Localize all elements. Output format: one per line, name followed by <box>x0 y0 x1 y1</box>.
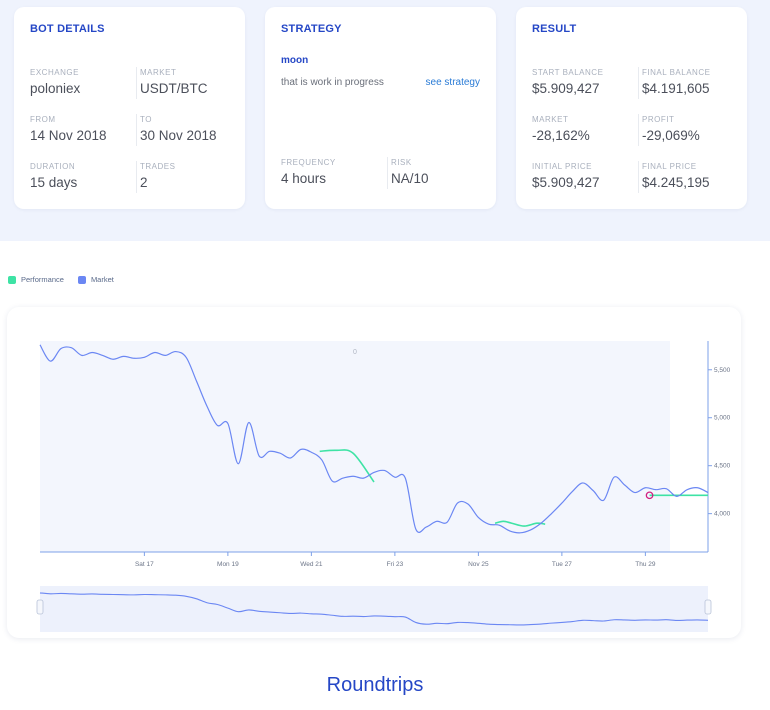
x-tick-label: Nov 25 <box>468 561 489 568</box>
trade-marker <box>645 491 654 500</box>
strategy-title: STRATEGY <box>281 23 342 35</box>
navigator <box>40 586 708 632</box>
final-balance-value: $4.191,605 <box>642 81 710 96</box>
bot-details-card: BOT DETAILS EXCHANGE poloniex MARKET USD… <box>14 7 245 209</box>
market-line <box>39 344 709 534</box>
performance-line-segment <box>319 449 375 483</box>
frequency-label: FREQUENCY <box>281 158 336 167</box>
to-value: 30 Nov 2018 <box>140 128 217 143</box>
x-tick-label: Wed 21 <box>300 561 323 568</box>
market-label: MARKET <box>140 68 177 77</box>
duration-label: DURATION <box>30 162 76 171</box>
market-change-value: -28,162% <box>532 128 590 143</box>
from-label: FROM <box>30 115 56 124</box>
profit-value: -29,069% <box>642 128 700 143</box>
final-price-label: FINAL PRICE <box>642 162 697 171</box>
navigator-handle-right <box>704 599 712 615</box>
strategy-card: STRATEGY moon that is work in progress s… <box>265 7 496 209</box>
divider <box>638 67 639 99</box>
price-chart[interactable]: 0 Sat 17 Mon 19 Wed 21 Fri 23 Nov 25 Tue 27 Thu… <box>7 307 741 638</box>
y-tick-label: 4,000 <box>714 511 731 518</box>
legend-label: Market <box>90 275 114 284</box>
divider <box>638 161 639 193</box>
legend-item-performance[interactable]: Performance <box>8 275 64 284</box>
x-tick-label: Mon 19 <box>217 561 239 568</box>
divider <box>387 157 388 189</box>
profit-label: PROFIT <box>642 115 675 124</box>
x-tick-label: Thu 29 <box>635 561 656 568</box>
legend-swatch <box>77 275 86 284</box>
roundtrips-heading: Roundtrips <box>326 674 424 696</box>
bot-details-title: BOT DETAILS <box>30 23 105 35</box>
trades-label: TRADES <box>140 162 176 171</box>
navigator-handle-left <box>36 599 44 615</box>
legend-swatch <box>8 275 16 284</box>
legend-label: Performance <box>21 275 64 284</box>
strategy-name: moon <box>281 55 309 66</box>
to-label: TO <box>140 115 152 124</box>
final-price-value: $4.245,195 <box>642 175 710 190</box>
initial-price-value: $5.909,427 <box>532 175 600 190</box>
y-tick-label: 5,000 <box>714 415 731 422</box>
y-tick-label: 5,500 <box>714 367 731 374</box>
market-value: USDT/BTC <box>140 81 208 96</box>
top-marker: 0 <box>353 349 357 356</box>
from-value: 14 Nov 2018 <box>30 128 107 143</box>
trades-value: 2 <box>140 175 148 190</box>
performance-line-segment <box>494 520 546 527</box>
x-tick-label: Sat 17 <box>135 561 154 568</box>
duration-value: 15 days <box>30 175 78 190</box>
see-strategy-link[interactable]: see strategy <box>425 77 480 88</box>
exchange-label: EXCHANGE <box>30 68 79 77</box>
legend-item-market[interactable]: Market <box>77 275 114 284</box>
exchange-value: poloniex <box>30 81 81 96</box>
start-balance-label: START BALANCE <box>532 68 604 77</box>
risk-value: NA/10 <box>391 171 429 186</box>
y-tick-label: 4,500 <box>714 463 731 470</box>
x-tick-label: Tue 27 <box>552 561 572 568</box>
divider <box>136 161 137 193</box>
market-change-label: MARKET <box>532 115 569 124</box>
divider <box>136 67 137 99</box>
plot-area <box>40 341 670 552</box>
risk-label: RISK <box>391 158 412 167</box>
strategy-description: that is work in progress <box>281 77 384 88</box>
result-title: RESULT <box>532 23 577 35</box>
chart-card: 0 Sat 17 Mon 19 Wed 21 Fri 23 Nov 25 Tue 27 Thu… <box>7 307 741 638</box>
x-tick-label: Fri 23 <box>387 561 404 568</box>
final-balance-label: FINAL BALANCE <box>642 68 711 77</box>
chart-legend: Performance Market <box>8 275 128 284</box>
divider <box>136 114 137 146</box>
frequency-value: 4 hours <box>281 171 327 186</box>
start-balance-value: $5.909,427 <box>532 81 600 96</box>
divider <box>638 114 639 146</box>
initial-price-label: INITIAL PRICE <box>532 162 592 171</box>
result-card: RESULT START BALANCE $5.909,427 FINAL BA… <box>516 7 747 209</box>
navigator-line <box>39 592 709 626</box>
